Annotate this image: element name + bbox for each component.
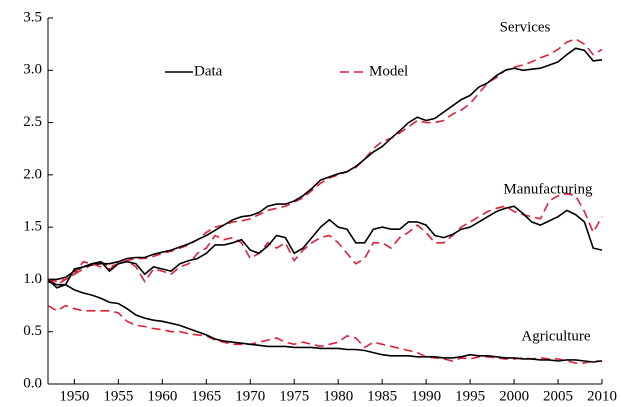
legend-label: Data bbox=[194, 63, 223, 79]
y-tick-label: 3.5 bbox=[23, 9, 42, 25]
legend-label: Model bbox=[369, 63, 408, 79]
x-tick-label: 1990 bbox=[411, 388, 441, 404]
x-tick-label: 1985 bbox=[367, 388, 397, 404]
data-line bbox=[48, 47, 603, 281]
y-tick-label: 2.0 bbox=[23, 166, 42, 182]
x-tick-label: 1970 bbox=[235, 388, 265, 404]
y-tick-label: 1.0 bbox=[23, 271, 42, 287]
model-line bbox=[47, 38, 603, 283]
series-annotation: Agriculture bbox=[521, 328, 590, 344]
x-tick-label: 1980 bbox=[323, 388, 353, 404]
series-annotation: Manufacturing bbox=[503, 181, 593, 197]
y-tick-label: 1.5 bbox=[23, 219, 42, 235]
x-tick-label: 1960 bbox=[147, 388, 177, 404]
y-tick-label: 0.0 bbox=[23, 375, 42, 391]
x-tick-label: 2000 bbox=[499, 388, 529, 404]
x-tick-label: 1995 bbox=[455, 388, 485, 404]
x-tick-label: 1955 bbox=[103, 388, 133, 404]
y-tick-label: 2.5 bbox=[23, 114, 42, 130]
data-line bbox=[47, 280, 603, 363]
data-line bbox=[47, 205, 603, 289]
series-annotation: Services bbox=[500, 19, 551, 35]
y-tick-label: 3.0 bbox=[23, 62, 42, 78]
x-tick-label: 2010 bbox=[587, 388, 617, 404]
y-tick-label: 0.5 bbox=[23, 323, 42, 339]
x-tick-label: 2005 bbox=[543, 388, 573, 404]
x-tick-label: 1965 bbox=[191, 388, 221, 404]
model-line bbox=[47, 192, 603, 286]
model-line bbox=[47, 304, 602, 364]
x-tick-label: 1950 bbox=[59, 388, 89, 404]
x-tick-label: 1975 bbox=[279, 388, 309, 404]
